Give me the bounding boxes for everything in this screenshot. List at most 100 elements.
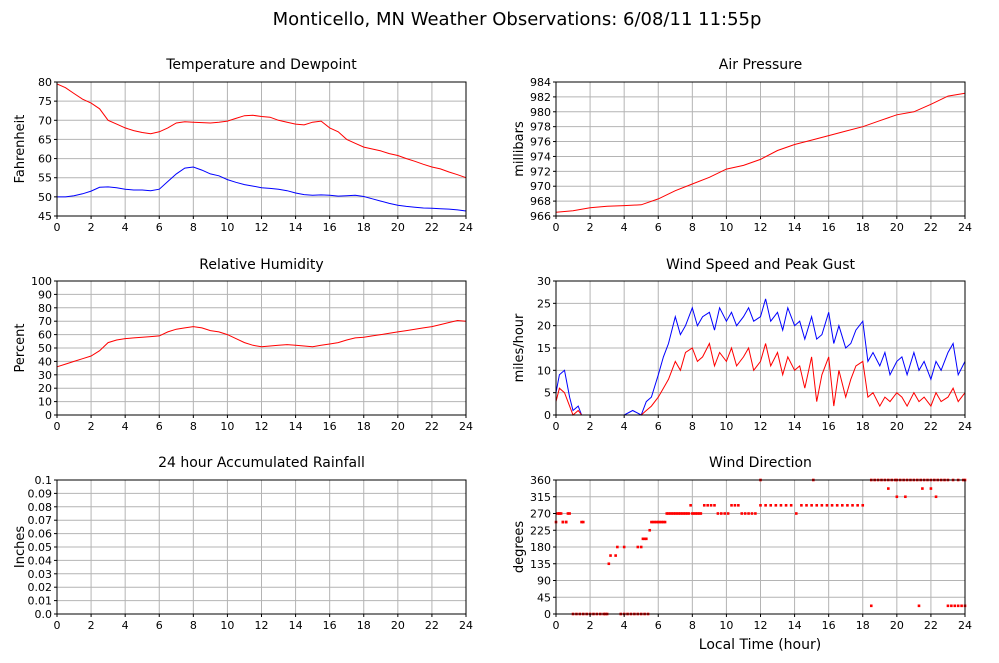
data-point (663, 520, 667, 524)
data-point (566, 512, 570, 515)
x-tick-label: 6 (655, 619, 662, 632)
data-point (810, 504, 813, 507)
data-point (921, 487, 924, 490)
x-tick-label: 24 (459, 619, 473, 632)
y-tick-label: 980 (530, 106, 551, 119)
data-point (794, 512, 798, 515)
y-tick-label: 970 (530, 180, 551, 193)
data-point (730, 504, 733, 507)
y-tick-label: 90 (537, 575, 551, 588)
x-tick-label: 18 (856, 619, 870, 632)
data-point (835, 504, 839, 507)
data-point (702, 504, 706, 507)
data-point (639, 545, 643, 549)
series-line-1 (57, 166, 467, 212)
data-point (784, 504, 788, 507)
data-point (960, 604, 963, 608)
chart-title: Air Pressure (719, 57, 802, 73)
y-tick-label: 0.09 (28, 487, 53, 500)
x-tick-label: 10 (719, 619, 733, 632)
y-tick-label: 0 (544, 409, 551, 422)
y-tick-label: 982 (530, 91, 551, 104)
data-point (645, 537, 648, 541)
data-point (662, 520, 665, 524)
data-point (953, 604, 957, 608)
data-point (675, 512, 679, 515)
x-tick-label: 22 (425, 619, 439, 632)
data-point (650, 520, 653, 524)
data-point (680, 512, 684, 515)
x-tick-label: 24 (958, 221, 972, 234)
data-point (887, 487, 890, 490)
x-tick-label: 10 (220, 420, 234, 433)
data-point (709, 504, 713, 507)
y-tick-label: 180 (530, 541, 551, 554)
data-point (841, 504, 844, 507)
data-point (607, 562, 611, 566)
data-point (950, 604, 953, 608)
y-tick-label: 135 (530, 558, 551, 571)
y-tick-label: 45 (537, 591, 551, 604)
data-point (679, 512, 682, 515)
x-tick-label: 22 (924, 619, 938, 632)
x-tick-label: 14 (289, 221, 303, 234)
data-point (684, 512, 687, 515)
x-tick-label: 24 (958, 420, 972, 433)
x-tick-label: 0 (553, 619, 560, 632)
x-tick-label: 2 (88, 420, 95, 433)
data-point (689, 504, 692, 507)
data-point (656, 520, 660, 524)
y-tick-label: 0 (544, 608, 551, 621)
y-tick-label: 0 (45, 409, 52, 422)
data-point (581, 520, 585, 524)
footer-x-axis-label: Local Time (hour) (699, 637, 821, 653)
x-tick-label: 12 (754, 221, 768, 234)
y-tick-label: 15 (537, 342, 551, 355)
data-point (658, 520, 662, 524)
y-tick-label: 80 (38, 302, 52, 315)
y-tick-label: 50 (38, 191, 52, 204)
data-point (815, 504, 819, 507)
data-point (764, 504, 767, 507)
x-tick-label: 4 (621, 619, 628, 632)
x-tick-label: 10 (220, 221, 234, 234)
data-point (825, 504, 829, 507)
data-point (667, 512, 670, 515)
data-point (759, 504, 762, 507)
data-point (677, 512, 680, 515)
y-tick-label: 70 (38, 315, 52, 328)
y-tick-label: 974 (530, 150, 551, 163)
data-point (660, 520, 663, 524)
chart-title: 24 hour Accumulated Rainfall (158, 455, 365, 471)
y-tick-label: 65 (38, 133, 52, 146)
data-point (754, 512, 757, 515)
x-tick-label: 14 (289, 420, 303, 433)
data-point (641, 537, 645, 541)
data-point (723, 512, 727, 515)
x-tick-label: 20 (391, 619, 405, 632)
x-tick-label: 18 (357, 619, 371, 632)
y-tick-label: 20 (537, 320, 551, 333)
data-point (609, 554, 612, 557)
x-tick-label: 22 (425, 420, 439, 433)
x-tick-label: 10 (719, 221, 733, 234)
data-point (685, 512, 689, 515)
data-point (665, 512, 669, 515)
y-tick-label: 0.01 (28, 595, 53, 608)
y-tick-label: 0.04 (28, 554, 53, 567)
data-point (716, 512, 720, 515)
data-point (651, 520, 655, 524)
x-tick-label: 6 (156, 619, 163, 632)
data-point (779, 504, 783, 507)
x-tick-label: 6 (156, 420, 163, 433)
x-tick-label: 20 (391, 221, 405, 234)
data-point (672, 512, 675, 515)
x-tick-label: 14 (788, 221, 802, 234)
data-point (564, 520, 568, 524)
data-point (846, 504, 849, 507)
